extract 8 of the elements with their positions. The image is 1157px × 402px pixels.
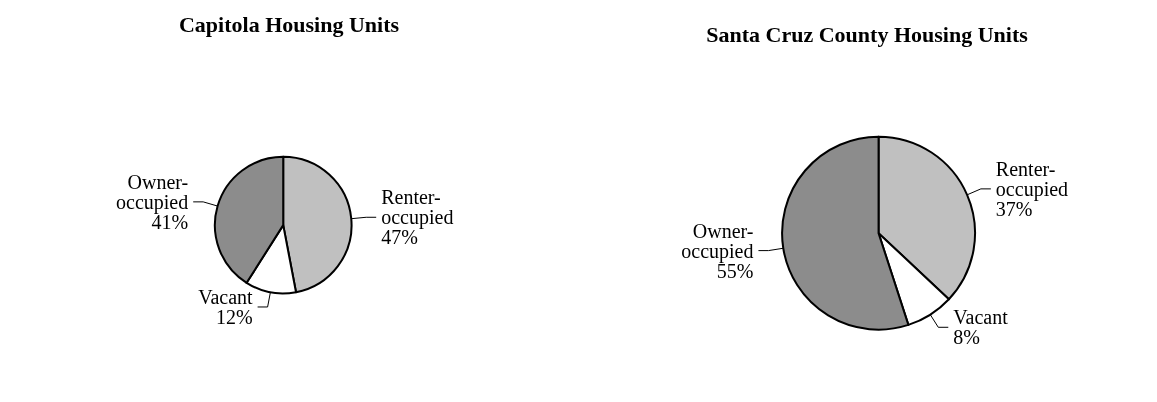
slice-label: Vacant xyxy=(953,306,1009,329)
slice-label: Vacant xyxy=(198,285,254,308)
chart-title: Capitola Housing Units xyxy=(178,11,400,37)
slice-label: Owner-occupied xyxy=(681,219,754,263)
data-label: 8% xyxy=(953,326,980,349)
slice-label: Owner-occupied xyxy=(116,170,189,214)
chart-title: Santa Cruz County Housing Units xyxy=(706,21,1029,47)
data-label: 12% xyxy=(215,305,253,328)
